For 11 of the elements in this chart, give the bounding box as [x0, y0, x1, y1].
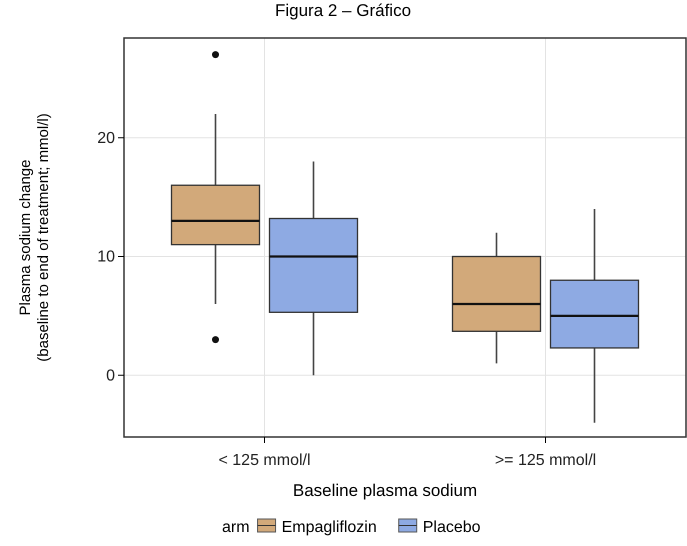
x-tick-label: < 125 mmol/l [218, 452, 311, 470]
legend-title: arm [222, 519, 250, 536]
y-tick-label: 10 [97, 248, 116, 266]
legend-label: Empagliflozin [282, 519, 377, 536]
y-tick-label: 20 [97, 130, 116, 147]
y-axis-title: Plasma sodium change (baseline to end of treatment; mmol/l) [17, 113, 52, 362]
legend-label: Placebo [422, 519, 481, 536]
x-axis-title: Baseline plasma sodium [292, 481, 478, 500]
y-tick-label: 0 [106, 367, 116, 384]
x-tick-label: >= 125 mmol/l [494, 452, 596, 470]
chart-title: Figura 2 – Gráfico [274, 1, 412, 20]
